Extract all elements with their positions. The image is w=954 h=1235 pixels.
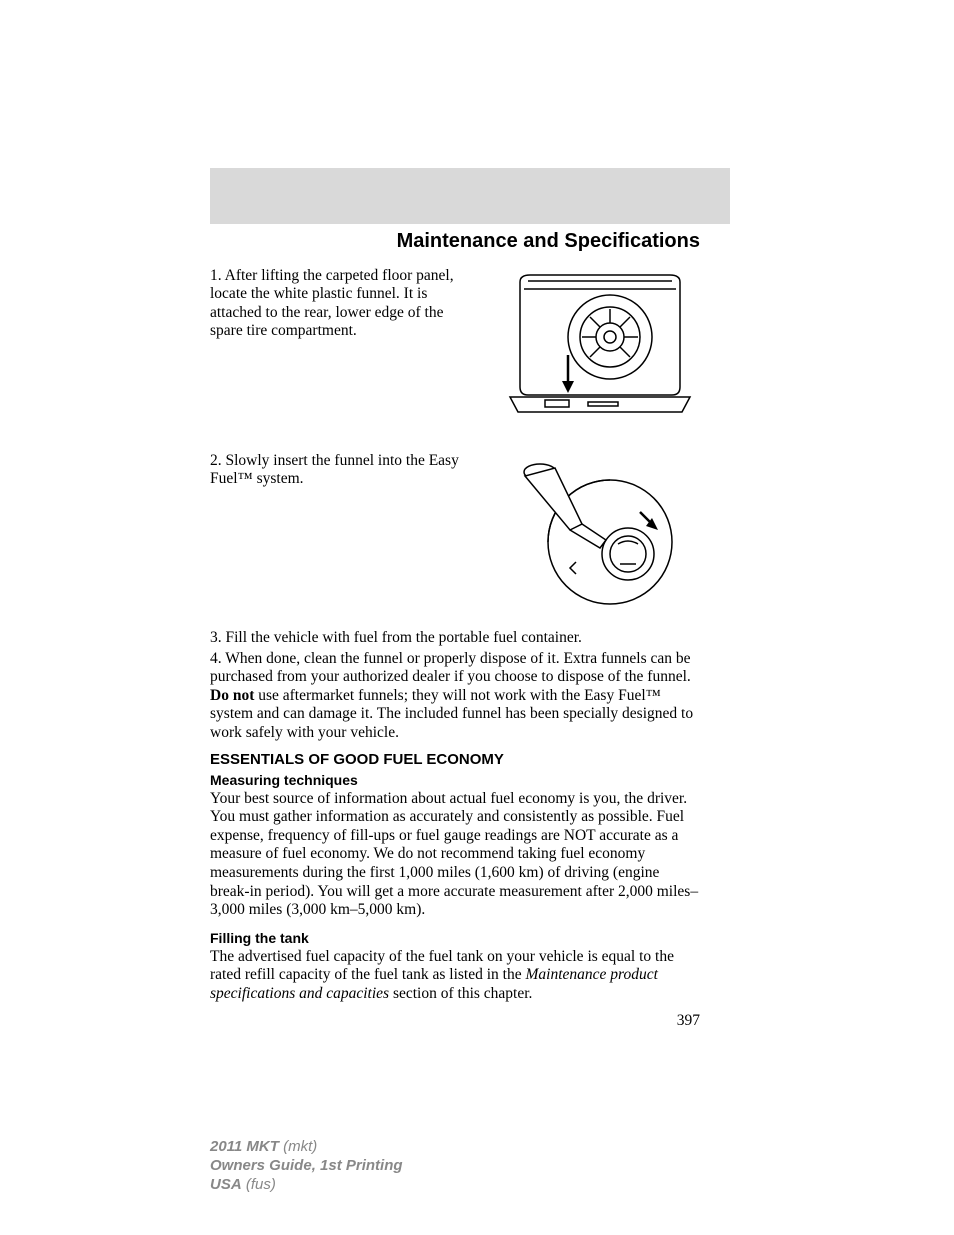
footer-line-3: USA (fus) — [210, 1176, 403, 1195]
funnel-icon — [500, 452, 690, 612]
step-4-text: 4. When done, clean the funnel or proper… — [210, 650, 700, 743]
step-3-text: 3. Fill the vehicle with fuel from the p… — [210, 629, 700, 648]
step-4-a: 4. When done, clean the funnel or proper… — [210, 650, 691, 686]
footer-l1-rest: (mkt) — [279, 1138, 317, 1155]
measuring-heading: Measuring techniques — [210, 772, 700, 788]
page-title: Maintenance and Specifications — [210, 230, 700, 253]
footer-l1-bold: 2011 MKT — [210, 1138, 279, 1155]
spare-tire-icon — [500, 267, 700, 427]
step-1-text: 1. After lifting the carpeted floor pane… — [210, 267, 470, 340]
step-2-text: 2. Slowly insert the funnel into the Eas… — [210, 452, 470, 489]
measuring-body: Your best source of information about ac… — [210, 790, 700, 920]
footer-l3-rest: (fus) — [242, 1176, 276, 1193]
figure-spare-tire — [500, 267, 700, 432]
filling-body: The advertised fuel capacity of the fuel… — [210, 948, 700, 1004]
header-gray-band — [210, 168, 730, 224]
footer-line-1: 2011 MKT (mkt) — [210, 1138, 403, 1157]
footer-l3-bold: USA — [210, 1176, 242, 1193]
step-4-bold: Do not — [210, 687, 254, 704]
essentials-heading: ESSENTIALS OF GOOD FUEL ECONOMY — [210, 751, 700, 768]
figure-funnel — [500, 452, 700, 617]
step-4-b: use aftermarket funnels; they will not w… — [210, 687, 693, 741]
filling-heading: Filling the tank — [210, 930, 700, 946]
step-1-row: 1. After lifting the carpeted floor pane… — [210, 267, 700, 432]
filling-body-b: section of this chapter. — [389, 985, 532, 1002]
page-content: Maintenance and Specifications 1. After … — [210, 230, 700, 1030]
step-2-row: 2. Slowly insert the funnel into the Eas… — [210, 452, 700, 617]
footer: 2011 MKT (mkt) Owners Guide, 1st Printin… — [210, 1138, 403, 1194]
page-number: 397 — [210, 1012, 700, 1030]
footer-line-2: Owners Guide, 1st Printing — [210, 1157, 403, 1176]
